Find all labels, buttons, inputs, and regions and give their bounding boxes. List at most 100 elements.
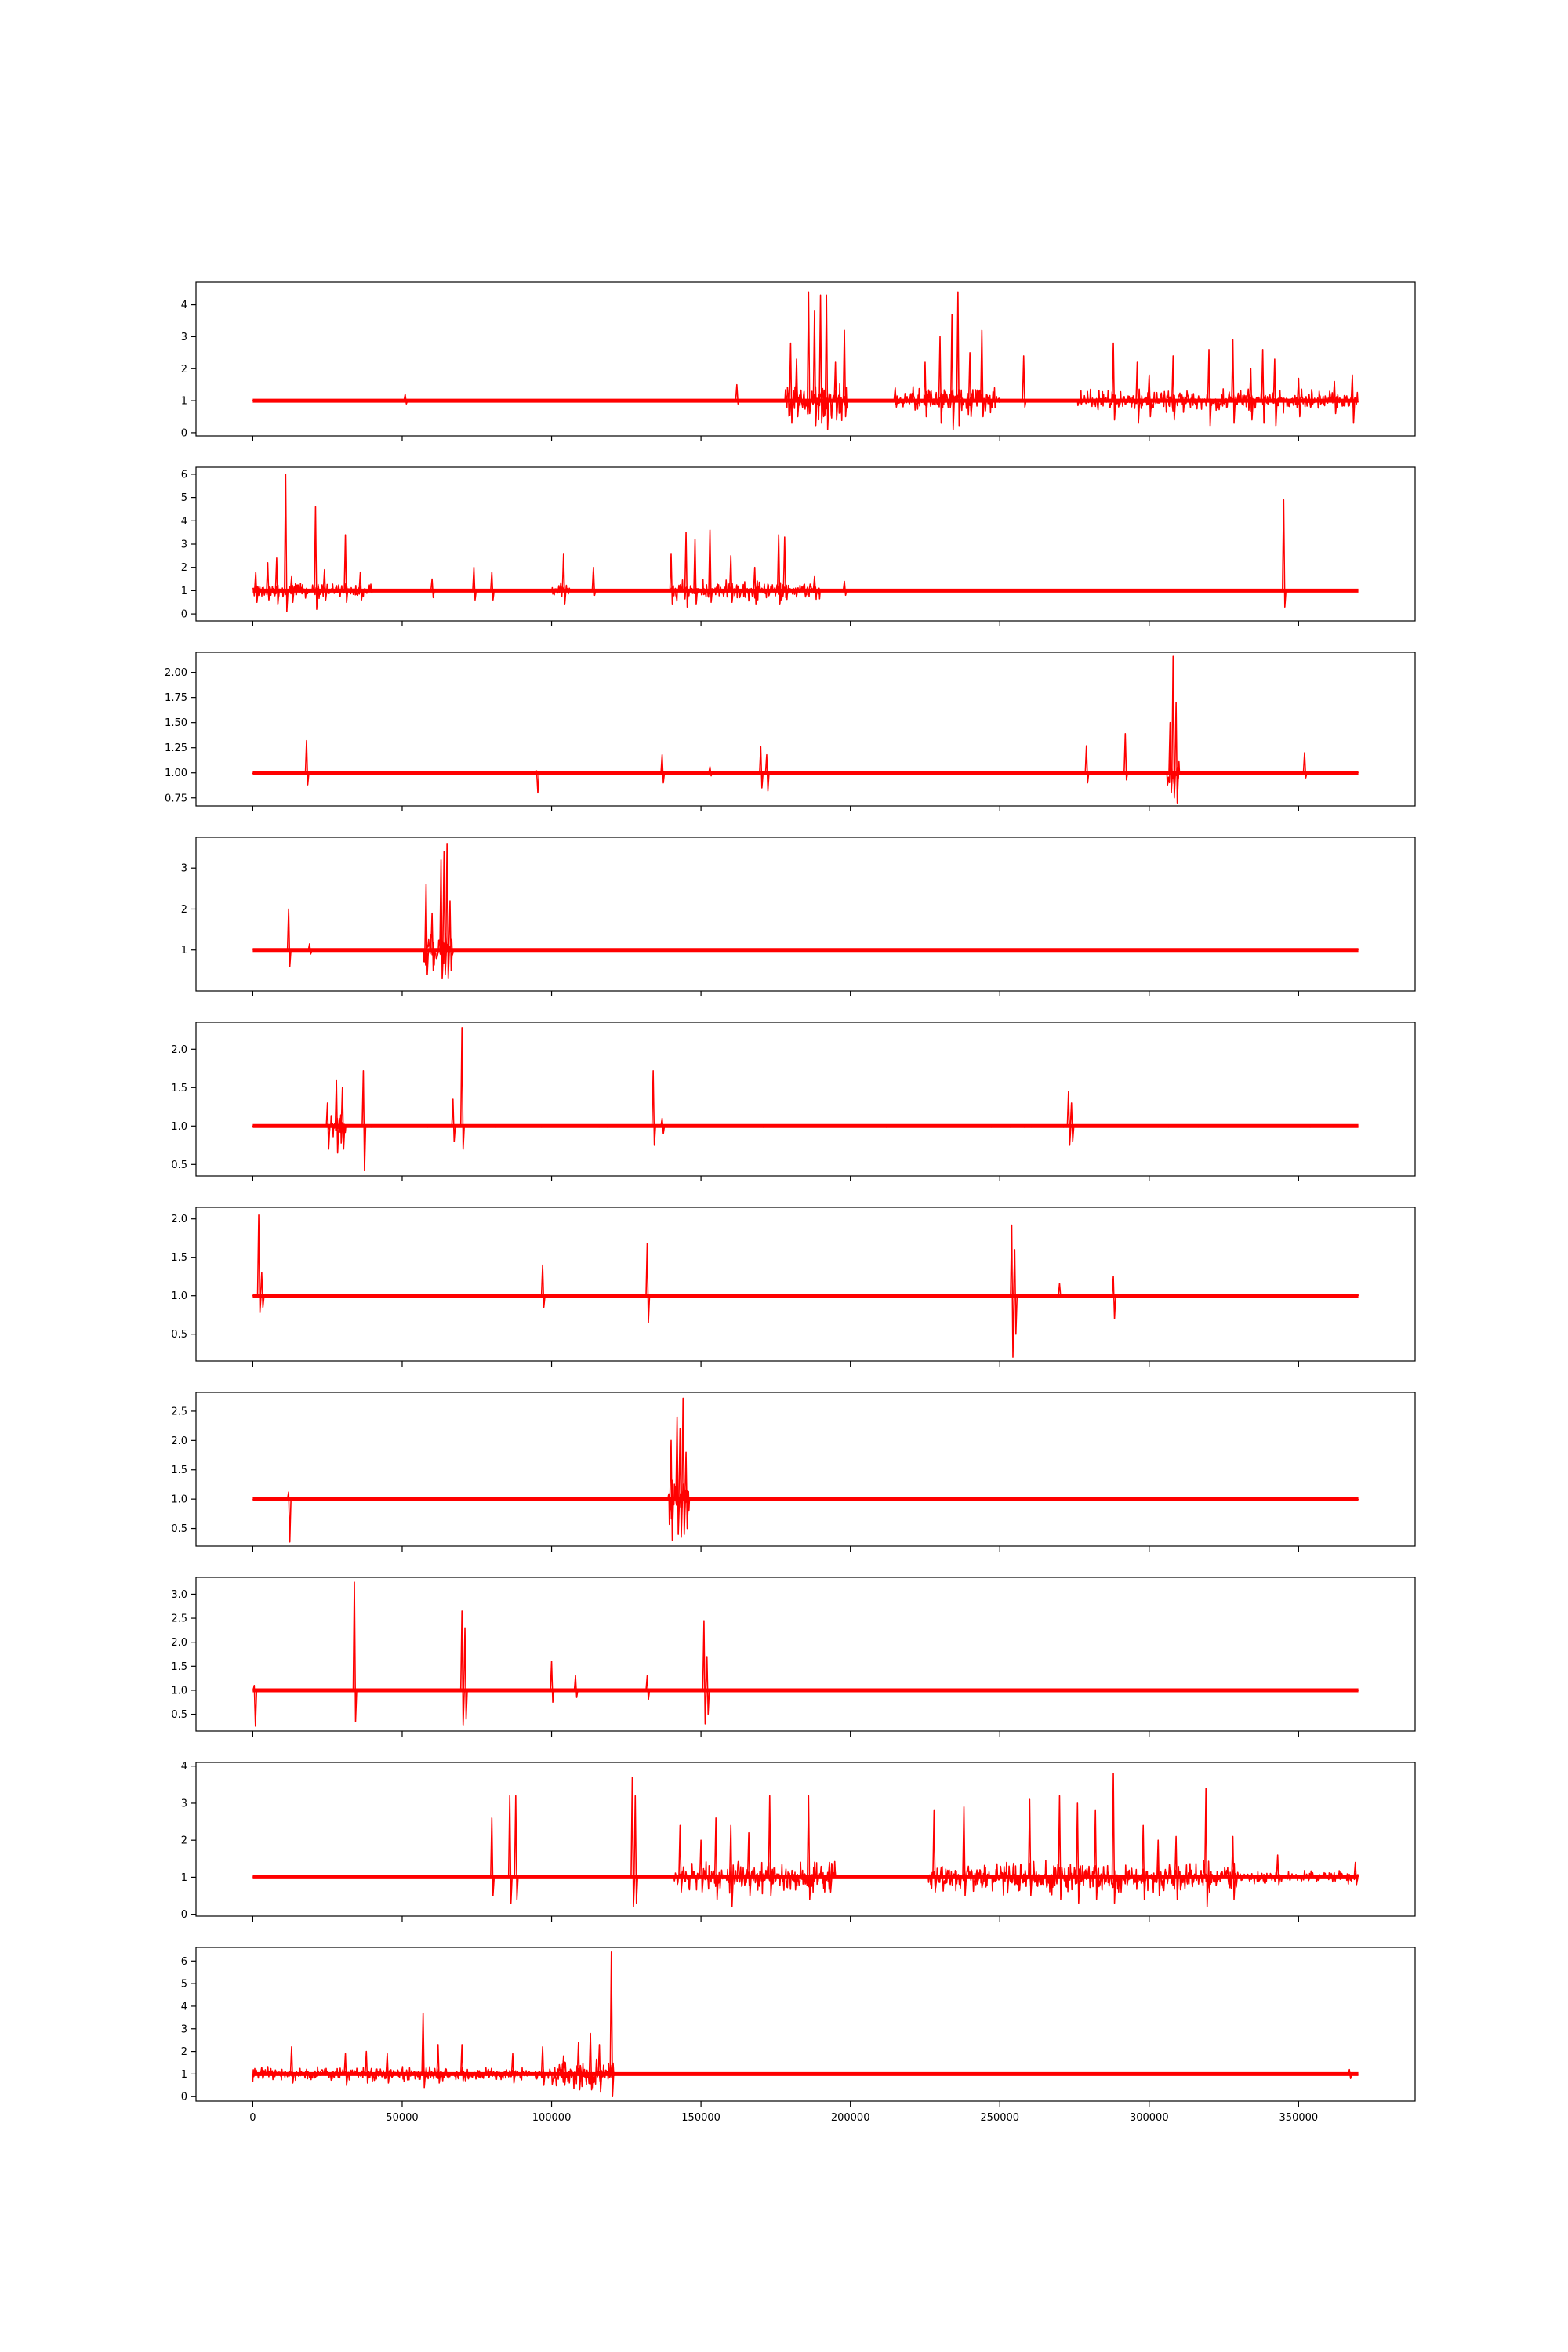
spike-mark (660, 753, 666, 784)
spike-mark (343, 2053, 349, 2086)
spike-mark (1353, 1861, 1359, 1886)
spike-mark (708, 529, 713, 604)
spike-mark (776, 534, 782, 606)
y-tick-label: 0 (181, 2092, 187, 2103)
spike-mark (938, 336, 943, 424)
spike-mark (1350, 374, 1356, 424)
spike-mark (980, 329, 985, 418)
spike-mark (705, 1656, 710, 1715)
spike-mark (507, 1795, 513, 1904)
plot-frame (195, 1762, 1416, 1917)
spike-mark (1010, 1224, 1015, 1358)
spike-mark (702, 1620, 707, 1725)
y-tick-label: 2 (181, 2046, 187, 2058)
spike-mark (1111, 342, 1116, 421)
subplot-1: 0 1 2 3 4 (181, 281, 1416, 441)
x-tick-label: 150000 (681, 2112, 720, 2124)
spike-mark (252, 1685, 258, 1727)
subplot-2: 0 1 2 3 4 5 6 (181, 466, 1416, 626)
spike-mark (1174, 1835, 1179, 1900)
spike-mark (588, 2032, 593, 2091)
y-tick-label: 4 (181, 1761, 187, 1773)
spike-mark (713, 1817, 719, 1900)
spike-mark (472, 566, 477, 601)
y-tick-label: 2 (181, 904, 187, 916)
x-tick-label: 100000 (532, 2112, 572, 2124)
plot-frame (195, 1577, 1416, 1732)
y-tick-label: 5 (181, 492, 187, 504)
subplot-8: 0.5 1.0 1.5 2.0 2.5 3.0 (171, 1577, 1416, 1737)
spike-mark (764, 753, 770, 792)
spike-mark (364, 2050, 370, 2084)
spike-mark (439, 858, 445, 980)
spike-mark (1076, 1802, 1081, 1904)
y-tick-label: 2.0 (171, 1637, 187, 1649)
spike-mark (352, 1581, 358, 1722)
spike-mark (630, 1777, 636, 1907)
spike-mark (286, 1491, 292, 1543)
spike-mark (842, 329, 848, 418)
spike-mark (289, 575, 295, 604)
y-tick-label: 1.0 (171, 1121, 187, 1133)
spike-mark (266, 561, 271, 601)
spike-mark (932, 1809, 938, 1893)
x-tick-label: 250000 (980, 2112, 1019, 2124)
spike-mark (609, 1951, 615, 2098)
spike-mark (307, 943, 313, 955)
y-tick-label: 0 (181, 427, 187, 439)
y-tick-label: 2.0 (171, 1044, 187, 1056)
y-tick-label: 1 (181, 396, 187, 408)
x-tick-label: 300000 (1130, 2112, 1169, 2124)
spike-mark (1203, 1788, 1210, 1907)
x-tick-label: 50000 (386, 2112, 418, 2124)
spike-mark (759, 746, 764, 789)
spike-mark (962, 1806, 967, 1896)
spike-mark (260, 2066, 265, 2079)
spike-mark (561, 553, 567, 606)
spike-mark (260, 1272, 265, 1308)
spike-mark (358, 571, 364, 601)
y-tick-label: 1 (181, 1872, 187, 1884)
spike-mark (1174, 702, 1179, 804)
y-tick-label: 4 (181, 2001, 187, 2013)
y-tick-label: 0.5 (171, 1709, 187, 1721)
series-signal (252, 933, 1359, 966)
spike-mark (812, 575, 818, 597)
spike-mark (540, 1264, 546, 1308)
spike-mark (514, 1795, 519, 1900)
spike-mark (1028, 1798, 1033, 1896)
spike-mark (893, 387, 898, 408)
spike-mark (645, 1243, 651, 1323)
y-tick-label: 2 (181, 562, 187, 574)
spike-mark (1156, 1839, 1162, 1896)
spike-mark (1111, 1276, 1116, 1319)
spike-mark (1093, 1809, 1098, 1900)
spike-mark (669, 553, 674, 606)
spike-mark (289, 2046, 295, 2084)
y-tick-label: 1.5 (171, 1252, 187, 1264)
spike-mark (436, 2044, 441, 2084)
spike-mark (1058, 1283, 1063, 1298)
y-tick-label: 0 (181, 1909, 187, 1921)
spike-mark (789, 342, 794, 424)
y-tick-label: 2.00 (165, 667, 187, 679)
spike-mark (651, 1069, 656, 1146)
spike-mark (684, 1451, 689, 1530)
spike-mark (591, 566, 597, 597)
spike-mark (645, 1675, 651, 1700)
spike-mark (256, 1214, 262, 1314)
y-tick-label: 0.5 (171, 1160, 187, 1171)
spike-mark (1249, 368, 1254, 421)
spike-mark (827, 1861, 833, 1893)
y-tick-label: 2.5 (171, 1406, 187, 1417)
plot-frame (195, 1207, 1416, 1362)
spike-mark (782, 536, 788, 599)
subplot-3: 0.75 1.00 1.25 1.50 1.75 2.00 (165, 652, 1416, 811)
spike-mark (430, 912, 435, 971)
spike-mark (708, 766, 713, 777)
y-tick-label: 2.0 (171, 1214, 187, 1225)
spike-mark (325, 1102, 331, 1150)
spike-mark (430, 578, 435, 599)
spike-mark (735, 383, 740, 405)
